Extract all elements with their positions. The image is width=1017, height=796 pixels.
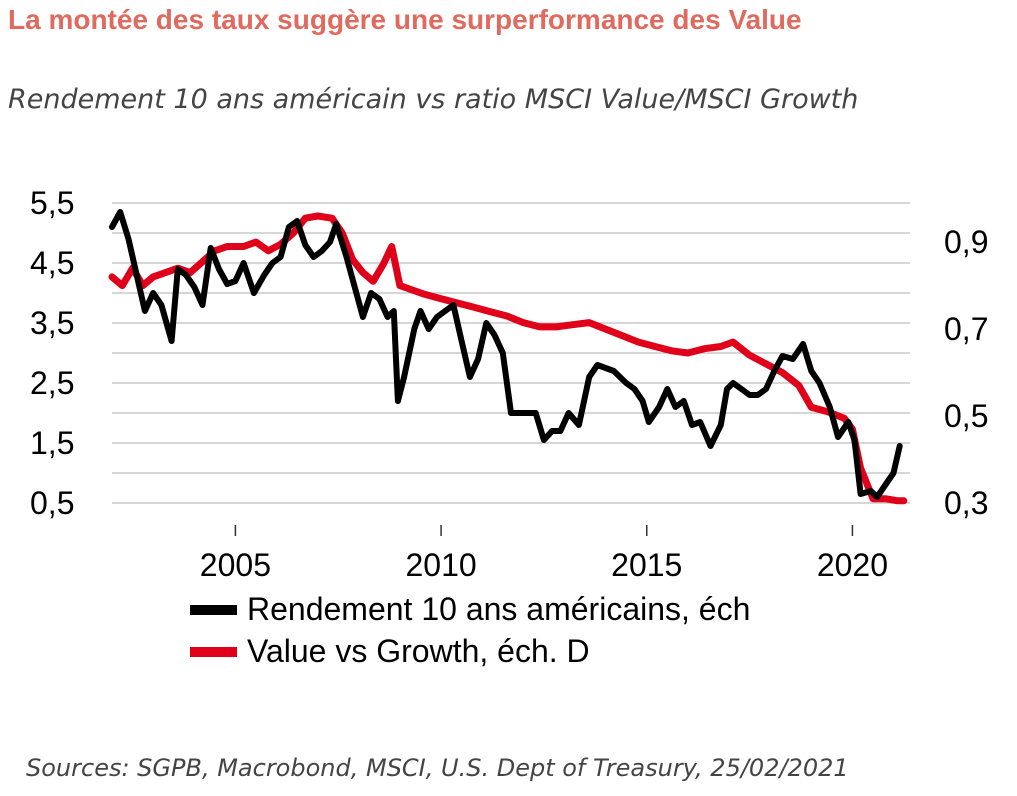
- y-left-tick-label: 4,5: [30, 245, 74, 281]
- legend: Rendement 10 ans américains, éch Value vs…: [190, 591, 750, 669]
- y-right-tick-label: 0,3: [944, 485, 988, 521]
- x-axis: 2005 2010 2015 2020: [200, 525, 888, 583]
- y-left-tick-label: 2,5: [30, 365, 74, 401]
- source-note: Sources: SGPB, Macrobond, MSCI, U.S. Dep…: [26, 754, 849, 782]
- grid-lines: [112, 202, 910, 504]
- legend-label: Rendement 10 ans américains, éch: [247, 591, 750, 627]
- y-right-tick-label: 0,7: [944, 311, 988, 347]
- series-lines: [108, 209, 908, 505]
- value-growth-line: [108, 212, 908, 505]
- y-axis-left: 5,5 4,5 3,5 2,5 1,5 0,5: [30, 185, 74, 521]
- y-right-tick-label: 0,5: [944, 398, 988, 434]
- x-tick-label: 2020: [817, 547, 888, 583]
- y-left-tick-label: 5,5: [30, 185, 74, 221]
- y-left-tick-label: 3,5: [30, 305, 74, 341]
- y-axis-right: 0,9 0,7 0,5 0,3: [944, 224, 988, 521]
- y-left-tick-label: 0,5: [30, 485, 74, 521]
- chart-title: La montée des taux suggère une surperfor…: [8, 4, 802, 35]
- legend-label: Value vs Growth, éch. D: [247, 633, 590, 669]
- x-tick-label: 2015: [611, 547, 682, 583]
- y-right-tick-label: 0,9: [944, 224, 988, 260]
- us-10y-yield-line: [109, 209, 903, 500]
- x-tick-label: 2010: [405, 547, 476, 583]
- y-left-tick-label: 1,5: [30, 425, 74, 461]
- chart-subtitle: Rendement 10 ans américain vs ratio MSCI…: [8, 84, 859, 115]
- x-tick-label: 2005: [200, 547, 271, 583]
